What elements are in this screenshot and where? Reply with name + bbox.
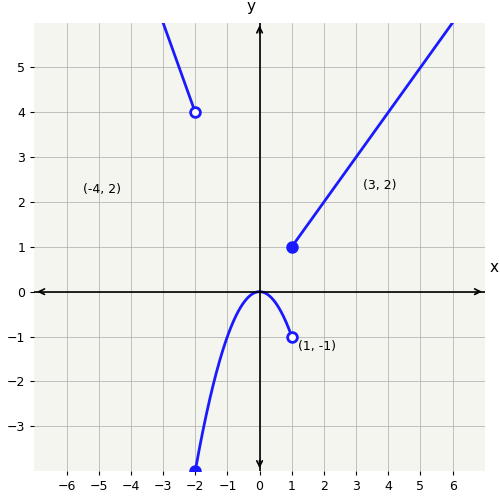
Y-axis label: y: y bbox=[246, 0, 255, 14]
Text: (1, -1): (1, -1) bbox=[298, 340, 336, 353]
Text: (-4, 2): (-4, 2) bbox=[82, 183, 120, 196]
Text: (3, 2): (3, 2) bbox=[362, 178, 396, 192]
X-axis label: x: x bbox=[490, 260, 498, 276]
